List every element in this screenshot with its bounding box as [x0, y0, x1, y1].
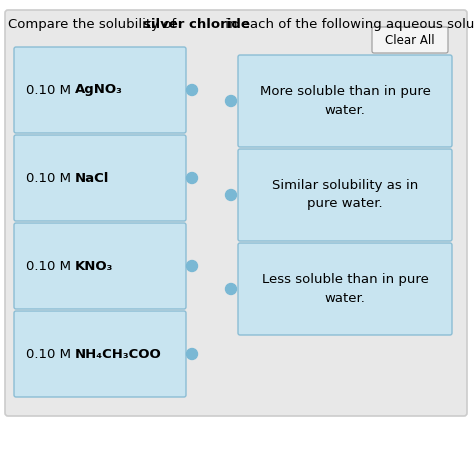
Circle shape [226, 284, 237, 294]
FancyBboxPatch shape [372, 27, 448, 53]
Text: KNO₃: KNO₃ [75, 260, 113, 273]
FancyBboxPatch shape [14, 47, 186, 133]
Circle shape [186, 84, 198, 96]
Text: Clear All: Clear All [385, 33, 435, 47]
Circle shape [186, 172, 198, 184]
Circle shape [186, 349, 198, 359]
Text: 0.10 M: 0.10 M [26, 348, 75, 360]
Text: in each of the following aqueous solutions:: in each of the following aqueous solutio… [221, 18, 474, 31]
Text: silver chloride: silver chloride [143, 18, 250, 31]
FancyBboxPatch shape [238, 149, 452, 241]
FancyBboxPatch shape [14, 311, 186, 397]
Text: AgNO₃: AgNO₃ [75, 83, 123, 97]
Circle shape [186, 260, 198, 271]
Text: NaCl: NaCl [75, 171, 109, 185]
Text: Compare the solubility of: Compare the solubility of [8, 18, 181, 31]
FancyBboxPatch shape [5, 10, 467, 416]
Text: More soluble than in pure
water.: More soluble than in pure water. [260, 86, 430, 116]
Text: Similar solubility as in
pure water.: Similar solubility as in pure water. [272, 179, 418, 211]
Text: Less soluble than in pure
water.: Less soluble than in pure water. [262, 274, 428, 304]
FancyBboxPatch shape [14, 223, 186, 309]
Circle shape [226, 189, 237, 201]
FancyBboxPatch shape [238, 243, 452, 335]
Text: NH₄CH₃COO: NH₄CH₃COO [75, 348, 162, 360]
FancyBboxPatch shape [238, 55, 452, 147]
FancyBboxPatch shape [14, 135, 186, 221]
Circle shape [226, 96, 237, 106]
Text: 0.10 M: 0.10 M [26, 260, 75, 273]
Text: 0.10 M: 0.10 M [26, 83, 75, 97]
Text: 0.10 M: 0.10 M [26, 171, 75, 185]
